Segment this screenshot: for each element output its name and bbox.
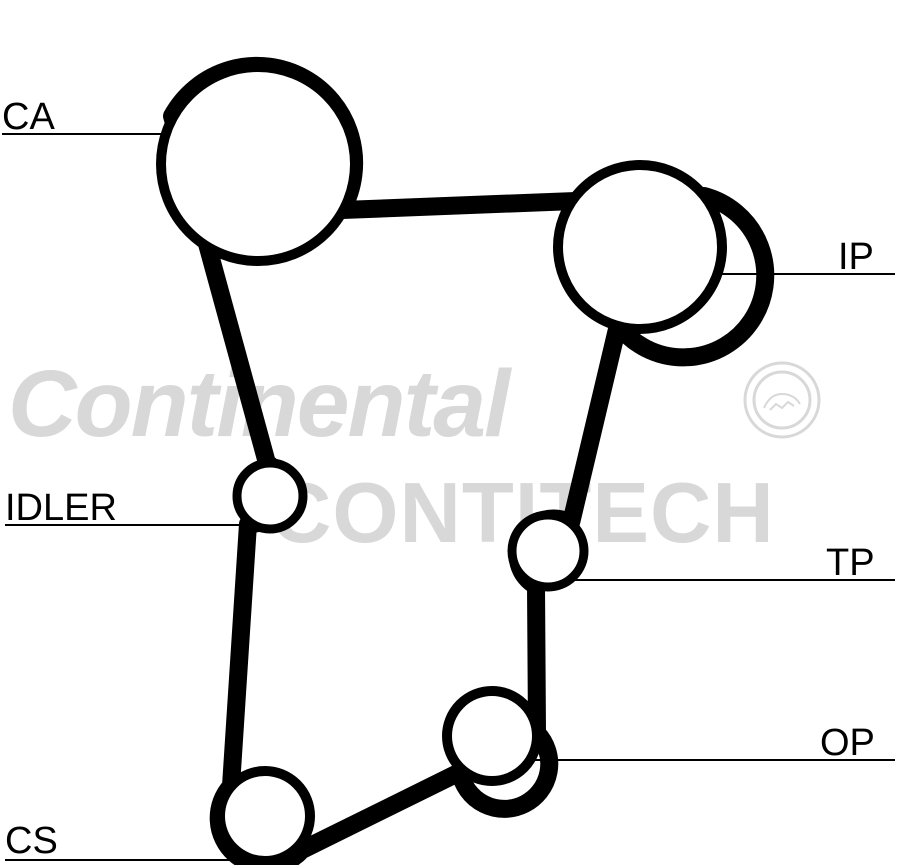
pulley-tp — [512, 515, 584, 587]
pulley-ip — [558, 165, 722, 329]
belt-diagram-svg — [0, 0, 900, 865]
pulleys — [161, 67, 722, 861]
label-ip: IP — [838, 236, 874, 279]
label-cs: CS — [5, 820, 58, 863]
label-tp: TP — [826, 542, 875, 585]
pulley-ca — [161, 67, 355, 261]
diagram-stage: Continental CONTITECH — [0, 0, 900, 865]
label-op: OP — [820, 722, 875, 765]
pulley-op — [447, 691, 537, 781]
pulley-idler — [237, 463, 303, 529]
pulley-cs — [220, 771, 310, 861]
label-ca: CA — [2, 96, 55, 139]
label-idler: IDLER — [5, 487, 117, 530]
